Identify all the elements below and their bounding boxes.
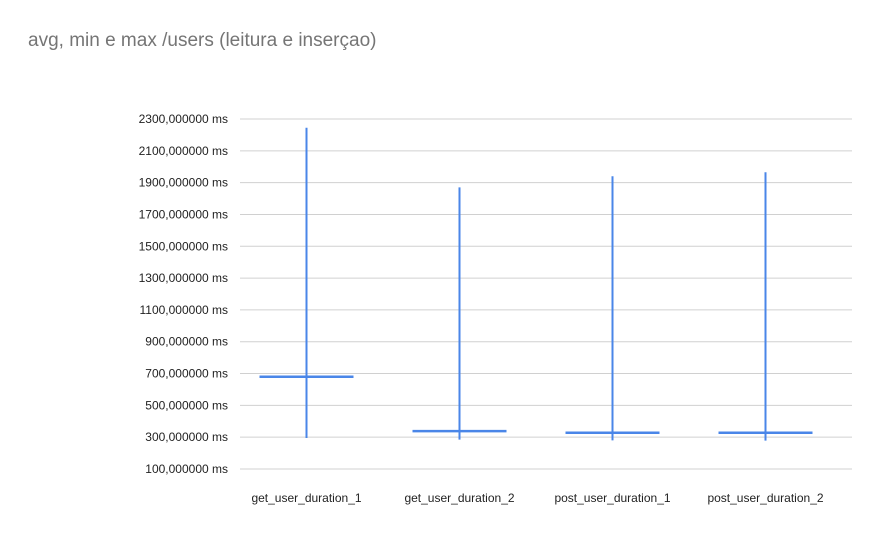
y-tick-label: 1300,000000 ms xyxy=(139,271,228,285)
y-tick-label: 100,000000 ms xyxy=(145,462,228,476)
x-category-label: get_user_duration_2 xyxy=(404,491,514,505)
x-category-label: post_user_duration_2 xyxy=(707,491,823,505)
y-tick-label: 1100,000000 ms xyxy=(139,303,228,317)
chart-marks xyxy=(259,127,813,441)
y-tick-label: 2300,000000 ms xyxy=(139,112,228,126)
y-tick-label: 1500,000000 ms xyxy=(139,239,228,253)
y-tick-label: 2100,000000 ms xyxy=(139,144,228,158)
y-tick-label: 1900,000000 ms xyxy=(139,176,228,190)
chart-title: avg, min e max /users (leitura e inserça… xyxy=(28,30,377,51)
y-tick-label: 700,000000 ms xyxy=(145,367,228,381)
grid-lines xyxy=(240,118,852,470)
y-tick-label: 300,000000 ms xyxy=(145,430,228,444)
y-tick-label: 900,000000 ms xyxy=(145,335,228,349)
x-axis-labels: get_user_duration_1 get_user_duration_2 po… xyxy=(251,491,823,505)
y-axis-labels: 100,000000 ms 300,000000 ms 500,000000 ms 7… xyxy=(139,112,228,476)
x-category-label: post_user_duration_1 xyxy=(554,491,670,505)
y-tick-label: 500,000000 ms xyxy=(145,398,228,412)
x-category-label: get_user_duration_1 xyxy=(251,491,361,505)
y-tick-label: 1700,000000 ms xyxy=(139,207,228,221)
